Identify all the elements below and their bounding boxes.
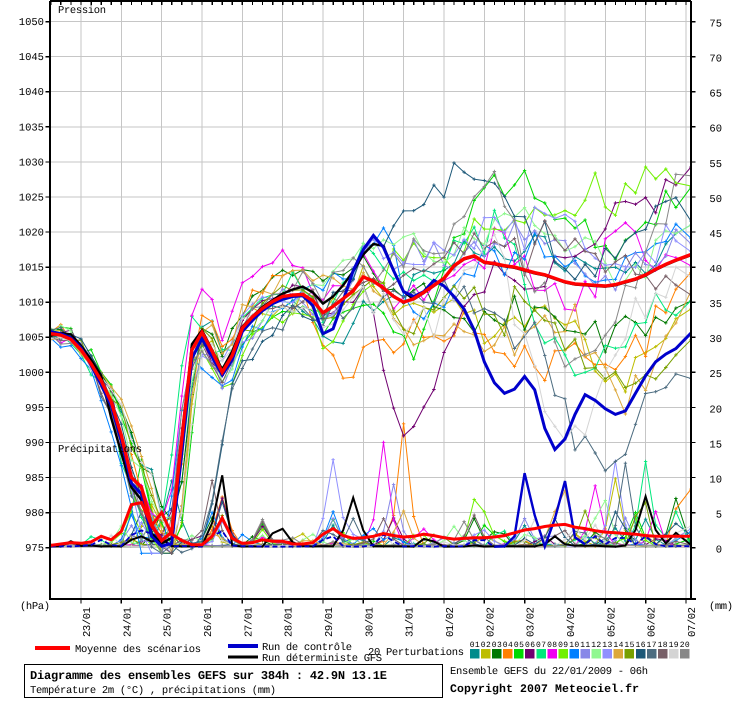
svg-text:1040: 1040: [19, 87, 44, 99]
svg-text:10: 10: [569, 641, 579, 650]
svg-text:26/01: 26/01: [203, 607, 215, 637]
svg-text:(mm): (mm): [709, 601, 733, 613]
svg-text:Run déterministe GFS: Run déterministe GFS: [262, 653, 382, 665]
svg-text:31/01: 31/01: [405, 607, 417, 637]
svg-text:40: 40: [709, 264, 722, 276]
svg-text:29/01: 29/01: [324, 607, 336, 637]
svg-text:14: 14: [613, 641, 623, 650]
svg-text:1015: 1015: [19, 263, 44, 275]
svg-text:09: 09: [558, 641, 568, 650]
svg-text:60: 60: [709, 124, 722, 136]
svg-text:18: 18: [658, 641, 668, 650]
svg-text:02: 02: [481, 641, 491, 650]
svg-text:0: 0: [716, 545, 722, 557]
svg-text:10: 10: [709, 474, 722, 486]
svg-text:06/02: 06/02: [647, 607, 659, 637]
svg-text:02/02: 02/02: [485, 607, 497, 637]
svg-text:15: 15: [709, 439, 722, 451]
svg-text:45: 45: [709, 229, 722, 241]
svg-text:30/01: 30/01: [364, 607, 376, 637]
svg-text:16: 16: [636, 641, 646, 650]
svg-text:25: 25: [709, 369, 722, 381]
svg-text:17: 17: [647, 641, 657, 650]
svg-text:20 Perturbations: 20 Perturbations: [368, 647, 464, 659]
svg-text:55: 55: [709, 159, 722, 171]
svg-text:1045: 1045: [19, 52, 44, 64]
svg-text:27/01: 27/01: [243, 607, 255, 637]
svg-text:28/01: 28/01: [284, 607, 296, 637]
svg-text:01/02: 01/02: [445, 607, 457, 637]
svg-text:30: 30: [709, 334, 722, 346]
svg-text:03/02: 03/02: [526, 607, 538, 637]
svg-text:(hPa): (hPa): [20, 601, 50, 613]
svg-text:13: 13: [602, 641, 612, 650]
svg-text:05: 05: [514, 641, 524, 650]
svg-text:12: 12: [591, 641, 601, 650]
svg-text:Copyright 2007 Meteociel.fr: Copyright 2007 Meteociel.fr: [450, 683, 639, 696]
svg-text:11: 11: [580, 641, 590, 650]
svg-text:1050: 1050: [19, 17, 44, 29]
svg-text:990: 990: [25, 438, 44, 450]
svg-text:1020: 1020: [19, 228, 44, 240]
svg-text:20: 20: [709, 404, 722, 416]
svg-text:01: 01: [470, 641, 480, 650]
svg-text:Moyenne des scénarios: Moyenne des scénarios: [75, 644, 201, 656]
svg-text:Run de contrôle: Run de contrôle: [262, 642, 352, 654]
svg-text:65: 65: [709, 89, 722, 101]
svg-text:50: 50: [709, 194, 722, 206]
svg-text:07: 07: [536, 641, 546, 650]
svg-text:975: 975: [25, 543, 44, 555]
svg-text:04: 04: [503, 641, 513, 650]
svg-text:03: 03: [492, 641, 502, 650]
svg-text:75: 75: [709, 19, 722, 31]
svg-text:Température 2m (°C) , précipit: Température 2m (°C) , précipitations (mm…: [30, 685, 276, 697]
svg-text:1000: 1000: [19, 368, 44, 380]
svg-text:1030: 1030: [19, 157, 44, 169]
svg-text:35: 35: [709, 299, 722, 311]
svg-text:25/01: 25/01: [163, 607, 175, 637]
svg-text:Précipitations: Précipitations: [58, 444, 142, 456]
svg-text:20: 20: [680, 641, 690, 650]
svg-text:980: 980: [25, 508, 44, 520]
svg-text:24/01: 24/01: [122, 607, 134, 637]
svg-text:70: 70: [709, 54, 722, 66]
svg-text:06: 06: [525, 641, 535, 650]
svg-text:1035: 1035: [19, 122, 44, 134]
svg-text:04/02: 04/02: [566, 607, 578, 637]
svg-text:Diagramme des ensembles GEFS s: Diagramme des ensembles GEFS sur 384h : …: [30, 669, 387, 683]
svg-text:23/01: 23/01: [82, 607, 94, 637]
svg-text:05/02: 05/02: [606, 607, 618, 637]
svg-text:Ensemble GEFS du 22/01/2009 -: Ensemble GEFS du 22/01/2009 - 06h: [450, 666, 648, 678]
svg-text:Pression: Pression: [58, 5, 106, 17]
svg-text:995: 995: [25, 403, 44, 415]
svg-text:19: 19: [669, 641, 679, 650]
svg-text:15: 15: [624, 641, 634, 650]
svg-text:07/02: 07/02: [687, 607, 699, 637]
svg-text:1010: 1010: [19, 298, 44, 310]
svg-text:5: 5: [716, 509, 722, 521]
svg-text:1025: 1025: [19, 192, 44, 204]
svg-text:985: 985: [25, 473, 44, 485]
svg-text:08: 08: [547, 641, 557, 650]
svg-text:1005: 1005: [19, 333, 44, 345]
